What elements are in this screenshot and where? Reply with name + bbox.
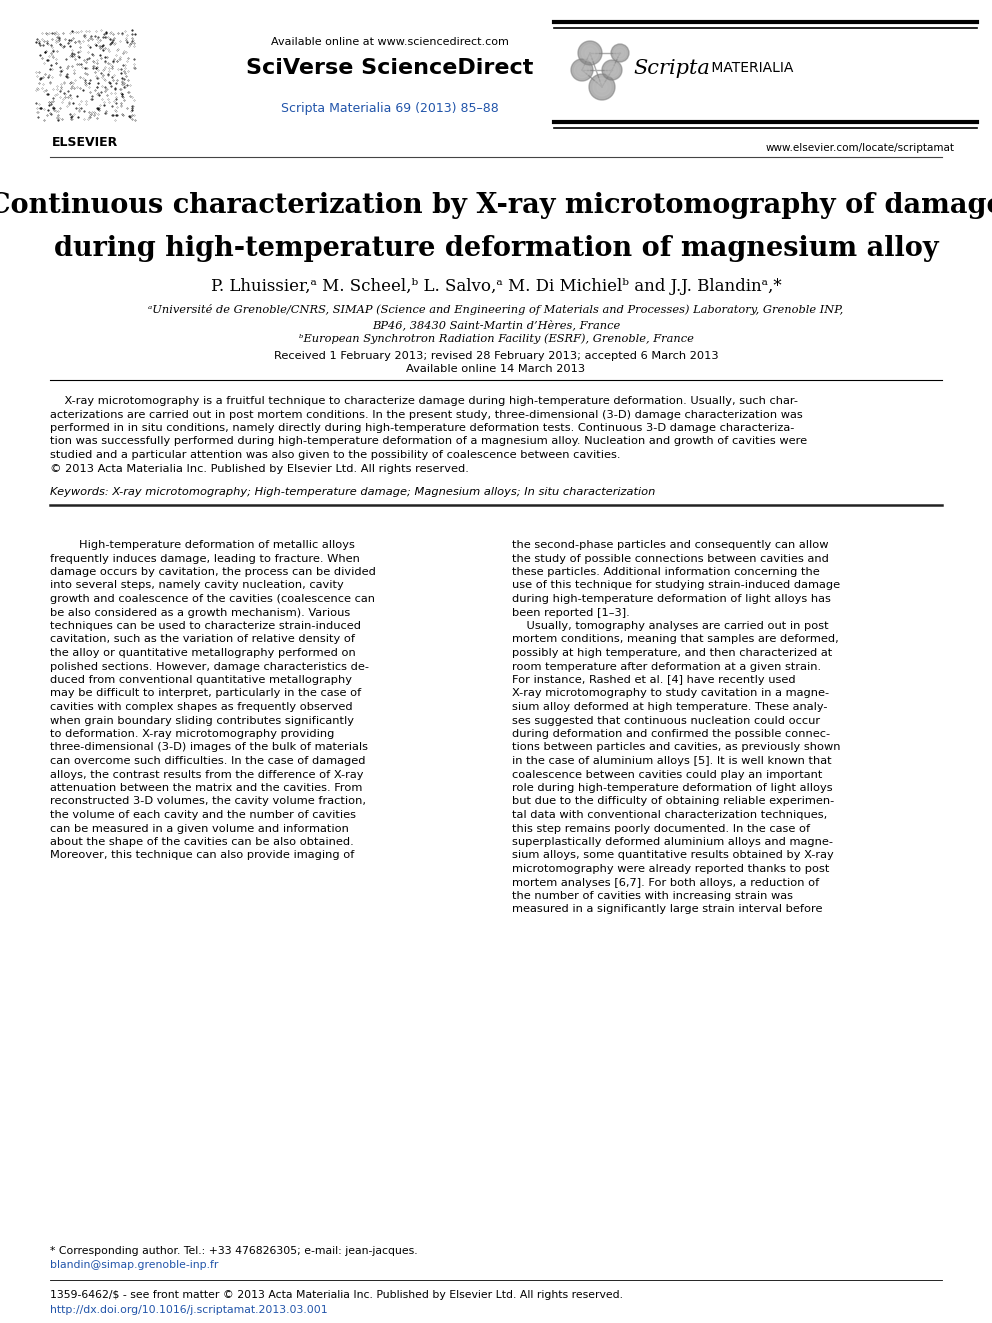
Text: during high-temperature deformation of magnesium alloy: during high-temperature deformation of m… (54, 235, 938, 262)
Text: room temperature after deformation at a given strain.: room temperature after deformation at a … (512, 662, 821, 672)
Circle shape (593, 78, 611, 97)
Circle shape (577, 66, 586, 74)
Text: www.elsevier.com/locate/scriptamat: www.elsevier.com/locate/scriptamat (766, 143, 954, 153)
Text: Available online 14 March 2013: Available online 14 March 2013 (407, 364, 585, 374)
Circle shape (589, 74, 615, 101)
Circle shape (605, 64, 619, 77)
Text: studied and a particular attention was also given to the possibility of coalesce: studied and a particular attention was a… (50, 450, 621, 460)
Text: sium alloy deformed at high temperature. These analy-: sium alloy deformed at high temperature.… (512, 703, 827, 712)
Text: alloys, the contrast results from the difference of X-ray: alloys, the contrast results from the di… (50, 770, 363, 779)
Text: High-temperature deformation of metallic alloys: High-temperature deformation of metallic… (50, 540, 355, 550)
Text: SciVerse ScienceDirect: SciVerse ScienceDirect (246, 58, 534, 78)
Text: * Corresponding author. Tel.: +33 476826305; e-mail: jean-jacques.: * Corresponding author. Tel.: +33 476826… (50, 1246, 418, 1256)
Text: when grain boundary sliding contributes significantly: when grain boundary sliding contributes … (50, 716, 354, 725)
Text: ses suggested that continuous nucleation could occur: ses suggested that continuous nucleation… (512, 716, 820, 725)
Text: growth and coalescence of the cavities (coalescence can: growth and coalescence of the cavities (… (50, 594, 375, 605)
Circle shape (574, 62, 589, 78)
Text: http://dx.doi.org/10.1016/j.scriptamat.2013.03.001: http://dx.doi.org/10.1016/j.scriptamat.2… (50, 1304, 327, 1315)
Text: the second-phase particles and consequently can allow: the second-phase particles and consequen… (512, 540, 828, 550)
Text: reconstructed 3-D volumes, the cavity volume fraction,: reconstructed 3-D volumes, the cavity vo… (50, 796, 366, 807)
Text: the alloy or quantitative metallography performed on: the alloy or quantitative metallography … (50, 648, 356, 658)
Text: ᵇEuropean Synchrotron Radiation Facility (ESRF), Grenoble, France: ᵇEuropean Synchrotron Radiation Facility… (299, 333, 693, 344)
Text: about the shape of the cavities can be also obtained.: about the shape of the cavities can be a… (50, 837, 354, 847)
Text: Usually, tomography analyses are carried out in post: Usually, tomography analyses are carried… (512, 620, 828, 631)
Text: during high-temperature deformation of light alloys has: during high-temperature deformation of l… (512, 594, 831, 605)
Text: three-dimensional (3-D) images of the bulk of materials: three-dimensional (3-D) images of the bu… (50, 742, 368, 753)
Text: tal data with conventional characterization techniques,: tal data with conventional characterizat… (512, 810, 827, 820)
Text: performed in in situ conditions, namely directly during high-temperature deforma: performed in in situ conditions, namely … (50, 423, 795, 433)
Circle shape (597, 82, 607, 93)
Text: during deformation and confirmed the possible connec-: during deformation and confirmed the pos… (512, 729, 830, 740)
Text: the volume of each cavity and the number of cavities: the volume of each cavity and the number… (50, 810, 356, 820)
Text: to deformation. X-ray microtomography providing: to deformation. X-ray microtomography pr… (50, 729, 334, 740)
Circle shape (578, 41, 602, 65)
Circle shape (614, 46, 626, 60)
Text: © 2013 Acta Materialia Inc. Published by Elsevier Ltd. All rights reserved.: © 2013 Acta Materialia Inc. Published by… (50, 463, 469, 474)
Text: in the case of aluminium alloys [5]. It is well known that: in the case of aluminium alloys [5]. It … (512, 755, 831, 766)
Text: cavities with complex shapes as frequently observed: cavities with complex shapes as frequent… (50, 703, 352, 712)
Text: Scripta Materialia 69 (2013) 85–88: Scripta Materialia 69 (2013) 85–88 (281, 102, 499, 115)
Text: techniques can be used to characterize strain-induced: techniques can be used to characterize s… (50, 620, 361, 631)
Text: P. Lhuissier,ᵃ M. Scheel,ᵇ L. Salvo,ᵃ M. Di Michielᵇ and J.J. Blandinᵃ,*: P. Lhuissier,ᵃ M. Scheel,ᵇ L. Salvo,ᵃ M.… (210, 278, 782, 295)
Text: 1359-6462/$ - see front matter © 2013 Acta Materialia Inc. Published by Elsevier: 1359-6462/$ - see front matter © 2013 Ac… (50, 1290, 623, 1301)
Text: be also considered as a growth mechanism). Various: be also considered as a growth mechanism… (50, 607, 350, 618)
Text: X-ray microtomography is a fruitful technique to characterize damage during high: X-ray microtomography is a fruitful tech… (50, 396, 798, 406)
Text: microtomography were already reported thanks to post: microtomography were already reported th… (512, 864, 829, 875)
Circle shape (602, 60, 622, 79)
Text: Moreover, this technique can also provide imaging of: Moreover, this technique can also provid… (50, 851, 354, 860)
Text: use of this technique for studying strain-induced damage: use of this technique for studying strai… (512, 581, 840, 590)
Circle shape (585, 48, 595, 58)
Text: attenuation between the matrix and the cavities. From: attenuation between the matrix and the c… (50, 783, 362, 792)
Text: can overcome such difficulties. In the case of damaged: can overcome such difficulties. In the c… (50, 755, 365, 766)
Text: measured in a significantly large strain interval before: measured in a significantly large strain… (512, 905, 822, 914)
Text: Received 1 February 2013; revised 28 February 2013; accepted 6 March 2013: Received 1 February 2013; revised 28 Feb… (274, 351, 718, 361)
Text: the study of possible connections between cavities and: the study of possible connections betwee… (512, 553, 829, 564)
Text: the number of cavities with increasing strain was: the number of cavities with increasing s… (512, 890, 793, 901)
Text: cavitation, such as the variation of relative density of: cavitation, such as the variation of rel… (50, 635, 355, 644)
Text: damage occurs by cavitation, the process can be divided: damage occurs by cavitation, the process… (50, 568, 376, 577)
Bar (30, 25, 140, 130)
Text: duced from conventional quantitative metallography: duced from conventional quantitative met… (50, 675, 352, 685)
Text: mortem conditions, meaning that samples are deformed,: mortem conditions, meaning that samples … (512, 635, 839, 644)
Text: superplastically deformed aluminium alloys and magne-: superplastically deformed aluminium allo… (512, 837, 833, 847)
Text: X-ray microtomography to study cavitation in a magne-: X-ray microtomography to study cavitatio… (512, 688, 829, 699)
Text: but due to the difficulty of obtaining reliable experimen-: but due to the difficulty of obtaining r… (512, 796, 834, 807)
Text: this step remains poorly documented. In the case of: this step remains poorly documented. In … (512, 823, 810, 833)
Text: these particles. Additional information concerning the: these particles. Additional information … (512, 568, 819, 577)
Text: Scripta: Scripta (633, 58, 710, 78)
Text: Available online at www.sciencedirect.com: Available online at www.sciencedirect.co… (271, 37, 509, 48)
Circle shape (616, 49, 624, 57)
Text: can be measured in a given volume and information: can be measured in a given volume and in… (50, 823, 349, 833)
Text: blandin@simap.grenoble-inp.fr: blandin@simap.grenoble-inp.fr (50, 1259, 218, 1270)
Text: possibly at high temperature, and then characterized at: possibly at high temperature, and then c… (512, 648, 832, 658)
Text: tion was successfully performed during high-temperature deformation of a magnesi: tion was successfully performed during h… (50, 437, 807, 446)
Circle shape (608, 66, 616, 74)
Text: may be difficult to interpret, particularly in the case of: may be difficult to interpret, particula… (50, 688, 361, 699)
Text: MATERIALIA: MATERIALIA (707, 61, 794, 75)
Circle shape (581, 45, 598, 61)
Text: For instance, Rashed et al. [4] have recently used: For instance, Rashed et al. [4] have rec… (512, 675, 796, 685)
Circle shape (611, 44, 629, 62)
Text: frequently induces damage, leading to fracture. When: frequently induces damage, leading to fr… (50, 553, 360, 564)
Text: role during high-temperature deformation of light alloys: role during high-temperature deformation… (512, 783, 832, 792)
Text: ELSEVIER: ELSEVIER (52, 136, 118, 149)
Text: mortem analyses [6,7]. For both alloys, a reduction of: mortem analyses [6,7]. For both alloys, … (512, 877, 819, 888)
Text: Continuous characterization by X-ray microtomography of damage: Continuous characterization by X-ray mic… (0, 192, 992, 220)
Text: Keywords: X-ray microtomography; High-temperature damage; Magnesium alloys; In s: Keywords: X-ray microtomography; High-te… (50, 487, 656, 497)
Text: polished sections. However, damage characteristics de-: polished sections. However, damage chara… (50, 662, 369, 672)
Text: ᵃUniversité de Grenoble/CNRS, SIMAP (Science and Engineering of Materials and Pr: ᵃUniversité de Grenoble/CNRS, SIMAP (Sci… (149, 304, 843, 315)
Circle shape (571, 60, 593, 81)
Text: into several steps, namely cavity nucleation, cavity: into several steps, namely cavity nuclea… (50, 581, 344, 590)
Text: been reported [1–3].: been reported [1–3]. (512, 607, 630, 618)
Text: sium alloys, some quantitative results obtained by X-ray: sium alloys, some quantitative results o… (512, 851, 833, 860)
Text: acterizations are carried out in post mortem conditions. In the present study, t: acterizations are carried out in post mo… (50, 410, 803, 419)
Text: coalescence between cavities could play an important: coalescence between cavities could play … (512, 770, 822, 779)
Text: tions between particles and cavities, as previously shown: tions between particles and cavities, as… (512, 742, 840, 753)
Text: BP46, 38430 Saint-Martin d’Hères, France: BP46, 38430 Saint-Martin d’Hères, France (372, 319, 620, 329)
